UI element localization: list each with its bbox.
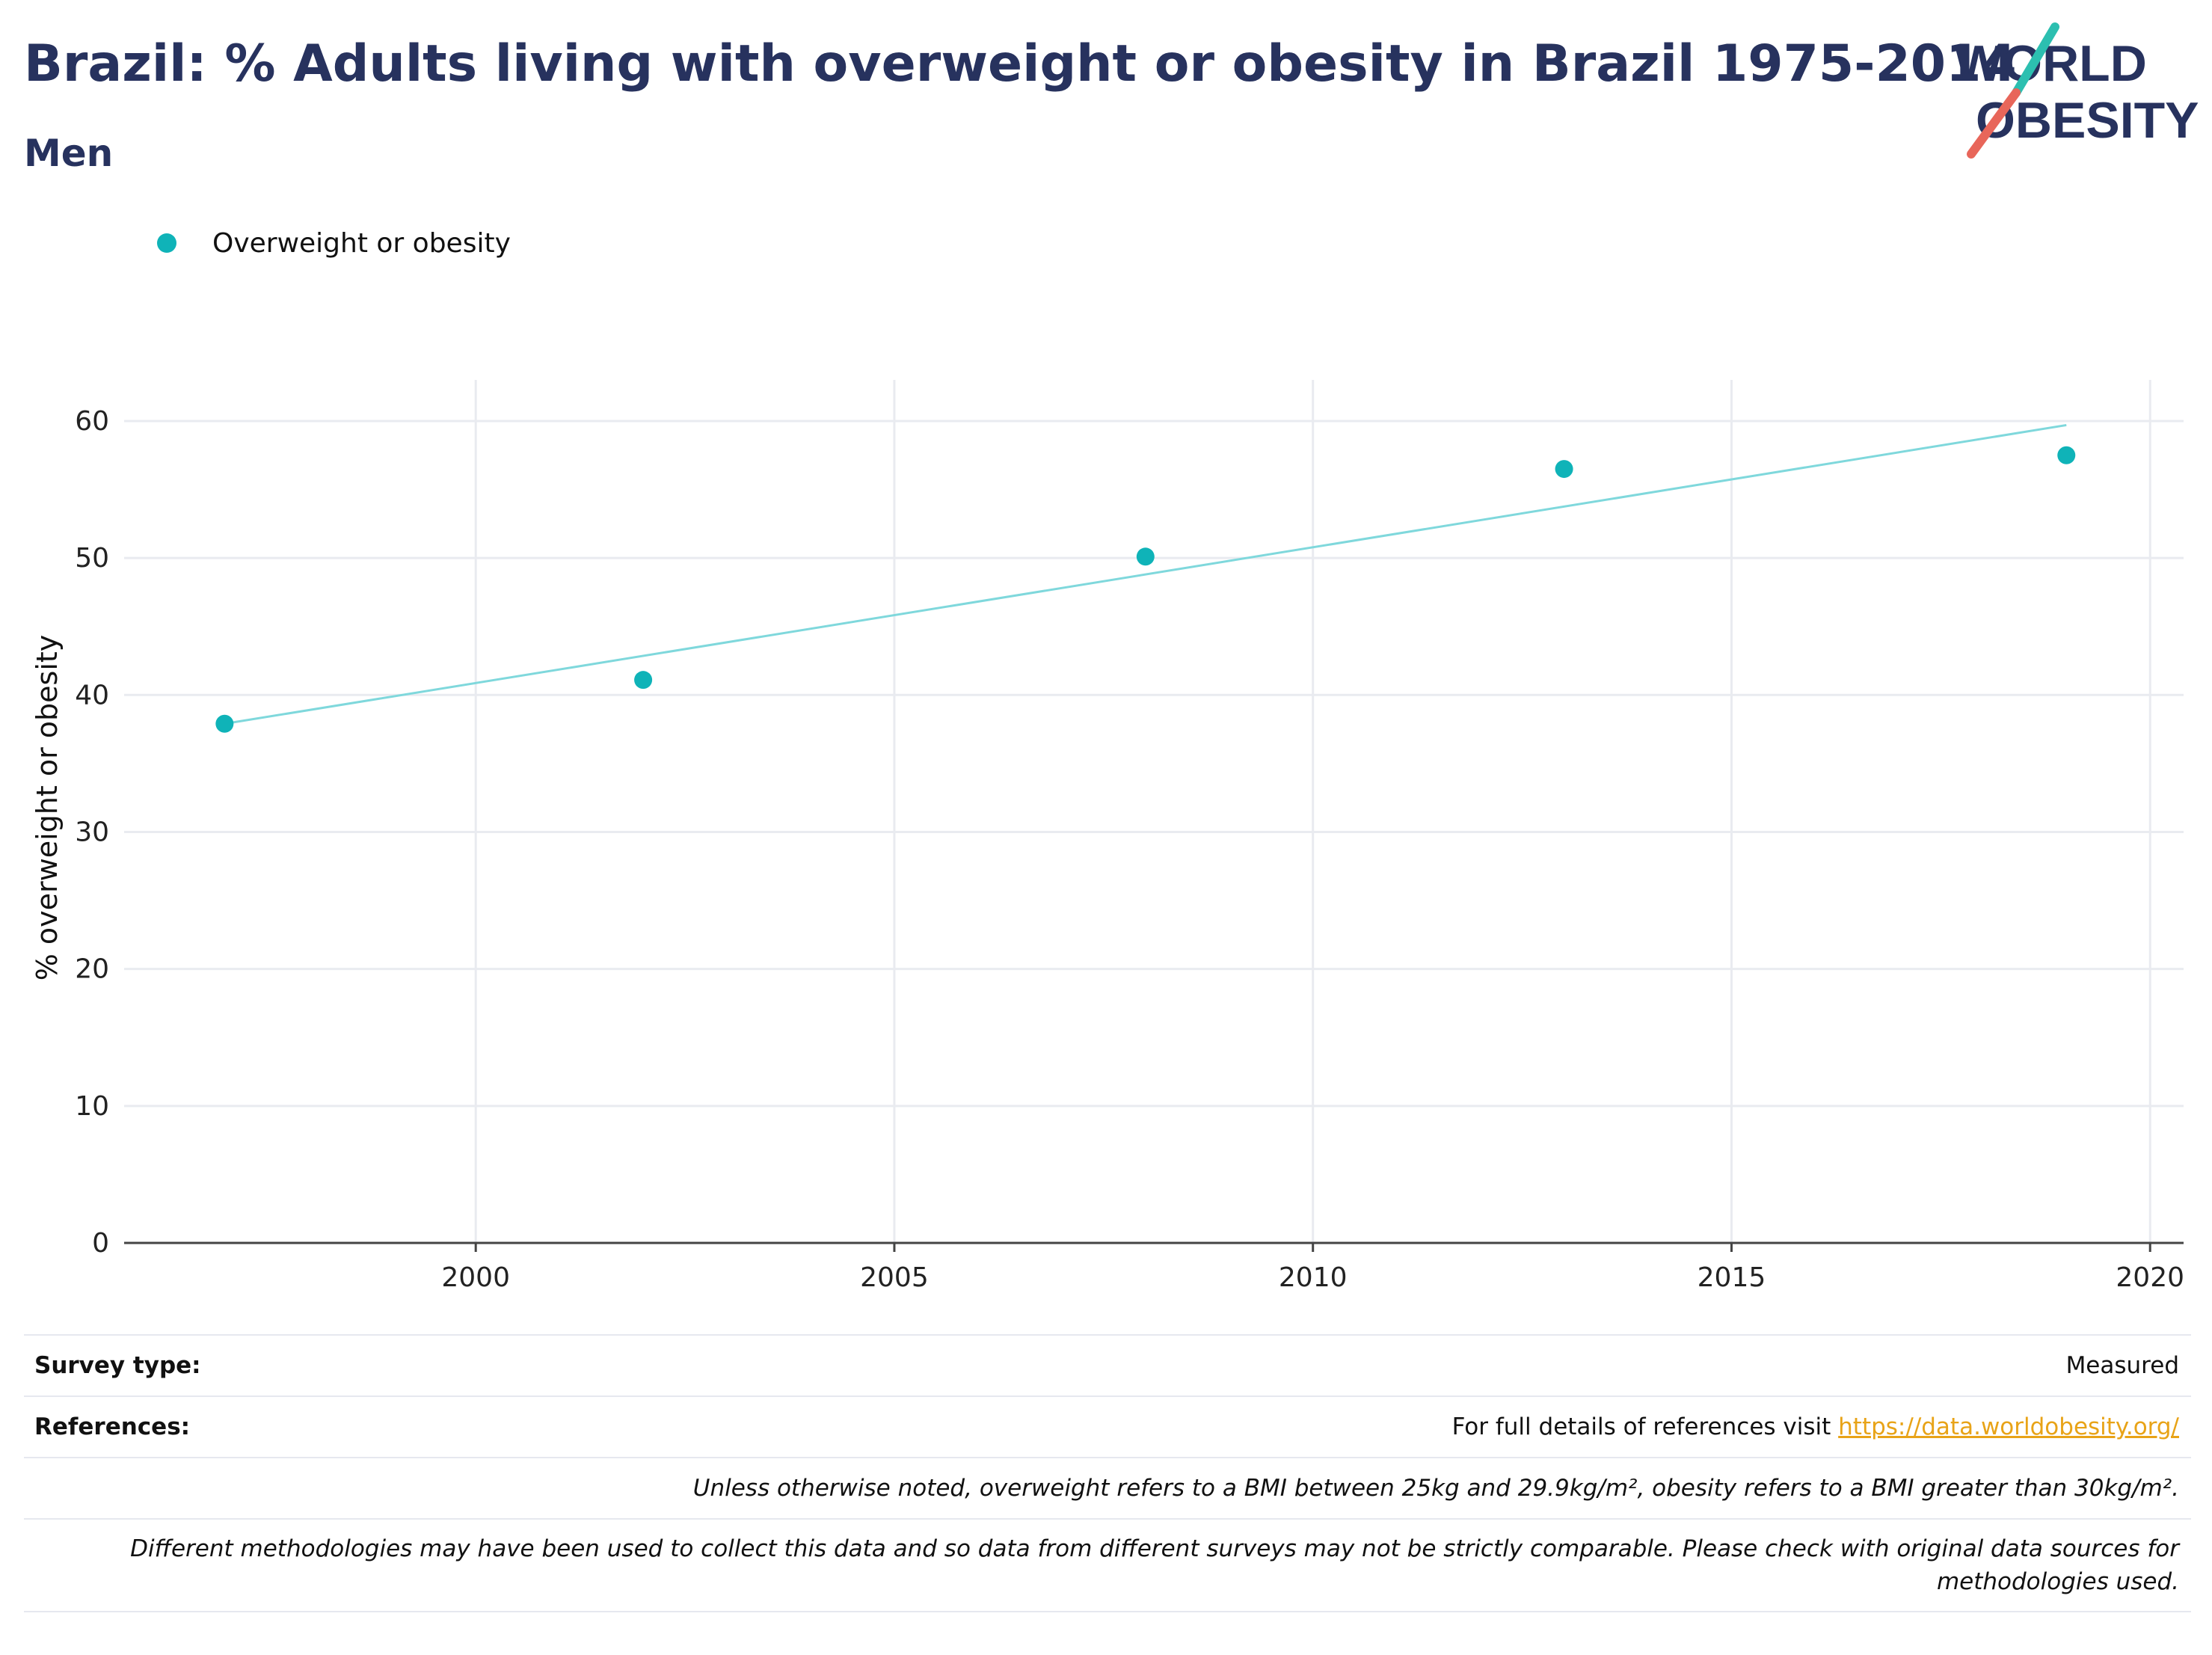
methodology-note-row: Different methodologies may have been us… [24,1518,2191,1612]
x-tick-label: 2000 [441,1262,510,1293]
y-tick-label: 60 [75,406,109,437]
data-point [215,714,234,733]
x-tick-label: 2010 [1279,1262,1348,1293]
legend[interactable]: Overweight or obesity [157,224,511,262]
references-row: References: For full details of referenc… [24,1395,2191,1457]
y-tick-label: 0 [92,1228,109,1259]
axes: 0 10 20 30 40 50 60 2000 2005 2010 2015 2020 [75,406,2184,1293]
bmi-note-row: Unless otherwise noted, overweight refer… [24,1457,2191,1518]
logo-slash-bottom [1967,88,2021,159]
data-point [2057,446,2076,464]
bmi-note: Unless otherwise noted, overweight refer… [692,1475,2179,1502]
world-obesity-logo: WORLD OBESITY [1955,22,2199,159]
x-tick-label: 2015 [1698,1262,1766,1293]
methodology-note: Different methodologies may have been us… [130,1535,2179,1595]
chart-subtitle: Men [24,132,114,175]
logo-line1: WORLD [1955,35,2147,92]
page-title: Brazil: % Adults living with overweight … [24,34,2017,93]
y-axis-label: % overweight or obesity [31,635,64,981]
gridlines [124,380,2184,1243]
survey-type-label: Survey type: [34,1352,201,1379]
survey-type-value: Measured [2065,1352,2179,1379]
data-marks [215,423,2076,733]
data-point [1555,460,1573,479]
y-tick-label: 20 [75,954,109,985]
legend-marker [157,233,176,253]
footer-table: Survey type: Measured References: For fu… [24,1334,2191,1612]
references-text: For full details of references visit [1451,1413,1839,1440]
survey-type-row: Survey type: Measured [24,1334,2191,1395]
references-value: For full details of references visit htt… [1452,1413,2191,1440]
scatter-chart: 0 10 20 30 40 50 60 2000 2005 2010 2015 2020 % over… [31,380,2184,1293]
y-tick-label: 30 [75,817,109,847]
y-tick-label: 10 [75,1091,109,1122]
trend-line [224,423,2067,725]
references-label: References: [34,1413,191,1440]
x-tick-label: 2005 [860,1262,929,1293]
legend-label: Overweight or obesity [212,227,511,259]
references-link[interactable]: https://data.worldobesity.org/ [1838,1413,2179,1440]
logo-slash-top [2012,22,2059,97]
data-point [634,671,653,690]
y-tick-label: 50 [75,543,109,574]
data-point [1136,547,1155,566]
x-tick-label: 2020 [2116,1262,2184,1293]
y-tick-label: 40 [75,680,109,710]
